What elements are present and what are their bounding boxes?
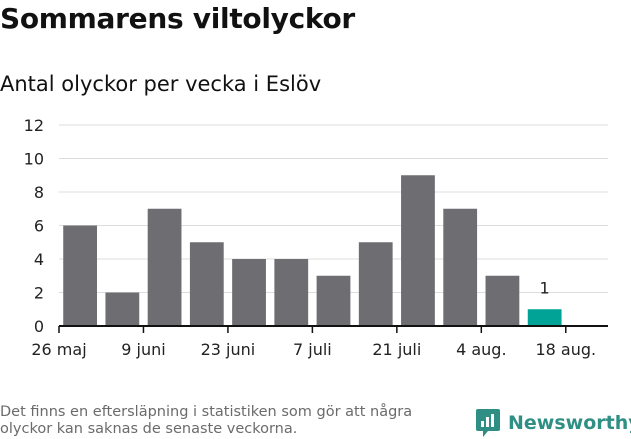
bar bbox=[189, 242, 224, 326]
bar bbox=[485, 275, 520, 326]
y-tick-label: 8 bbox=[34, 183, 44, 202]
bar bbox=[63, 225, 98, 326]
x-tick-label: 23 juni bbox=[201, 340, 256, 359]
y-tick-label: 12 bbox=[24, 116, 44, 135]
x-tick-label: 4 aug. bbox=[456, 340, 506, 359]
y-tick-label: 2 bbox=[34, 284, 44, 303]
newsworthy-logo: Newsworthy bbox=[475, 407, 631, 439]
bar bbox=[274, 259, 309, 326]
x-tick-label: 9 juni bbox=[121, 340, 165, 359]
bar bbox=[401, 175, 435, 326]
newsworthy-wordmark: Newsworthy bbox=[508, 412, 631, 434]
x-tick-label: 21 juli bbox=[372, 340, 421, 359]
y-tick-label: 0 bbox=[34, 317, 44, 336]
y-tick-label: 6 bbox=[34, 217, 44, 236]
bar bbox=[527, 309, 562, 326]
bar-chart: 0 2 4 6 8 10 12 1 26 maj 9 juni 23 juni 7 juli 21 ju… bbox=[24, 116, 608, 359]
chart-title: Sommarens viltolyckor bbox=[0, 2, 355, 35]
bar bbox=[443, 208, 478, 326]
bar bbox=[316, 275, 351, 326]
y-tick-label: 10 bbox=[24, 150, 44, 169]
data-label: 1 bbox=[540, 278, 550, 297]
bar bbox=[105, 292, 140, 326]
x-tick-label: 26 maj bbox=[31, 340, 86, 359]
y-tick-label: 4 bbox=[34, 250, 44, 269]
x-tick-label: 7 juli bbox=[293, 340, 332, 359]
bar bbox=[232, 259, 266, 326]
chart-subtitle: Antal olyckor per vecka i Eslöv bbox=[0, 72, 322, 96]
footnote: Det finns en eftersläpning i statistiken… bbox=[0, 404, 413, 437]
newsworthy-logo-icon bbox=[476, 409, 500, 437]
x-tick-label: 18 aug. bbox=[535, 340, 596, 359]
bar bbox=[147, 208, 182, 326]
bar bbox=[358, 242, 393, 326]
